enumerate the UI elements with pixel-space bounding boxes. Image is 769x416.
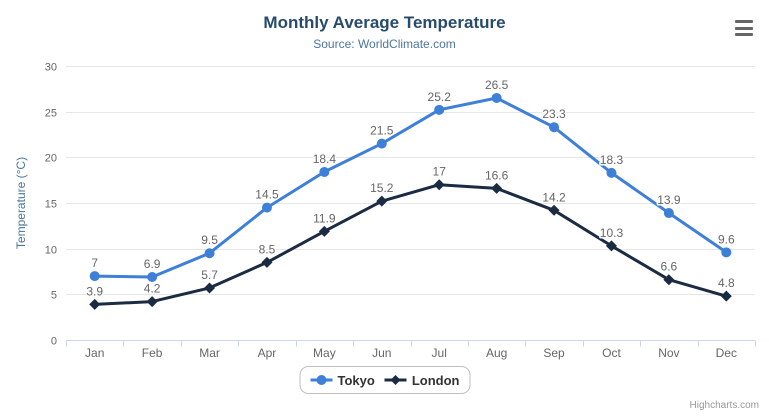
- tokyo-data-point[interactable]: [261, 202, 272, 213]
- legend-label: Tokyo: [337, 372, 375, 388]
- london-data-point[interactable]: [433, 179, 445, 191]
- data-label: 11.9: [313, 211, 336, 225]
- data-label: 15.2: [370, 181, 394, 195]
- y-axis-tick-label: 20: [45, 153, 57, 165]
- data-label: 14.2: [542, 190, 566, 204]
- london-data-point[interactable]: [720, 290, 732, 302]
- london-series-line: [93, 183, 728, 306]
- y-axis-tick-label: 5: [51, 290, 57, 302]
- data-label: 8.5: [259, 242, 276, 256]
- london-data-point[interactable]: [376, 195, 388, 207]
- london-data-point[interactable]: [605, 240, 617, 252]
- tokyo-data-point[interactable]: [434, 104, 445, 115]
- tokyo-data-point[interactable]: [89, 271, 100, 282]
- data-label: 7: [91, 256, 98, 270]
- x-axis-tick-label: Jul: [432, 346, 447, 360]
- chart-subtitle: Source: WorldClimate.com: [313, 37, 456, 51]
- london-data-point[interactable]: [318, 225, 330, 237]
- x-axis-tick-label: Sep: [543, 346, 565, 360]
- data-label: 4.2: [144, 282, 161, 296]
- data-label: 9.5: [201, 233, 218, 247]
- london-data-point[interactable]: [261, 256, 273, 268]
- data-label: 17: [433, 165, 447, 179]
- data-label: 13.9: [657, 193, 681, 207]
- london-data-point[interactable]: [204, 282, 216, 294]
- data-label: 21.5: [370, 124, 394, 138]
- tokyo-data-point[interactable]: [549, 122, 560, 133]
- data-label: 9.6: [718, 232, 735, 246]
- x-axis-tick-label: May: [313, 346, 336, 360]
- x-axis-tick-label: Mar: [199, 346, 220, 360]
- data-label: 18.3: [600, 153, 624, 167]
- x-axis-tick-label: Feb: [142, 346, 163, 360]
- data-label: 26.5: [485, 78, 509, 92]
- y-axis-tick-label: 15: [45, 199, 57, 211]
- legend: Tokyo London: [299, 366, 471, 394]
- tokyo-series-line: [93, 96, 728, 279]
- y-axis-tick-label: 10: [45, 245, 57, 257]
- x-axis-tick-label: Dec: [716, 346, 737, 360]
- export-menu-button[interactable]: [731, 17, 757, 39]
- legend-item-london[interactable]: London: [384, 372, 460, 388]
- hamburger-menu-icon: [735, 20, 753, 23]
- y-axis-tick-label: 30: [45, 62, 57, 74]
- hamburger-menu-icon: [735, 26, 753, 30]
- data-label: 6.6: [661, 260, 678, 274]
- hamburger-menu-icon: [735, 33, 753, 36]
- tokyo-data-point[interactable]: [319, 166, 330, 177]
- tokyo-data-point[interactable]: [491, 92, 502, 103]
- y-axis-title: Temperature (°C): [14, 157, 28, 249]
- data-label: 10.3: [600, 226, 624, 240]
- data-label: 18.4: [313, 152, 337, 166]
- x-axis-tick-label: Jan: [85, 346, 104, 360]
- y-axis-tick-label: 25: [45, 108, 57, 120]
- data-label: 3.9: [86, 284, 103, 298]
- data-label: 25.2: [428, 90, 452, 104]
- data-label: 6.9: [144, 257, 161, 271]
- tokyo-data-point[interactable]: [721, 247, 732, 258]
- tokyo-data-point[interactable]: [204, 248, 215, 259]
- data-label: 16.6: [485, 168, 509, 182]
- legend-label: London: [411, 372, 460, 388]
- x-axis-tick-label: Aug: [486, 346, 507, 360]
- london-data-point[interactable]: [663, 274, 675, 286]
- credits-link[interactable]: Highcharts.com: [689, 400, 759, 411]
- tokyo-data-point[interactable]: [376, 138, 387, 149]
- data-label: 4.8: [718, 276, 735, 290]
- legend-item-tokyo[interactable]: Tokyo: [310, 372, 375, 388]
- chart-title: Monthly Average Temperature: [263, 13, 506, 32]
- tokyo-series-marker-icon: [310, 374, 333, 386]
- tokyo-data-point[interactable]: [606, 167, 617, 178]
- data-label: 5.7: [201, 268, 218, 282]
- london-data-point[interactable]: [548, 204, 560, 216]
- data-label: 23.3: [542, 107, 566, 121]
- tokyo-data-point[interactable]: [147, 271, 158, 282]
- london-series-marker-icon: [384, 374, 407, 386]
- london-data-point[interactable]: [89, 298, 101, 310]
- x-axis-tick-label: Jun: [372, 346, 391, 360]
- london-data-point[interactable]: [146, 296, 158, 308]
- x-axis-tick-label: Apr: [258, 346, 277, 360]
- x-axis-tick-label: Nov: [658, 346, 679, 360]
- london-data-point[interactable]: [491, 182, 503, 194]
- tokyo-data-point[interactable]: [663, 208, 674, 219]
- data-label: 14.5: [255, 188, 279, 202]
- x-axis-tick-label: Oct: [602, 346, 621, 360]
- y-axis-tick-label: 0: [51, 336, 57, 348]
